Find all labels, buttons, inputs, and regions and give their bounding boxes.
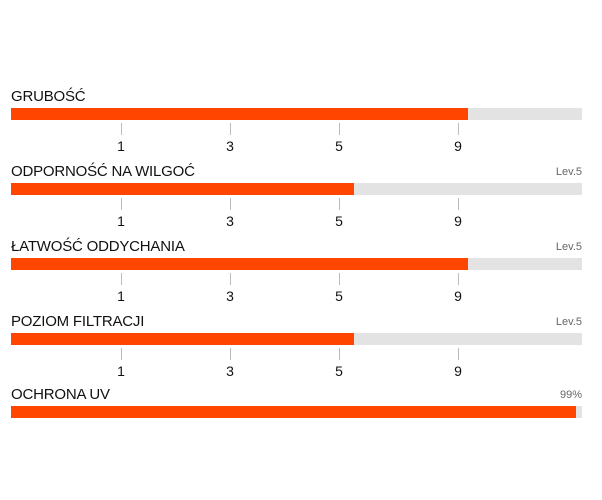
scale-tick (339, 348, 340, 360)
progress-track (11, 183, 582, 195)
scale-tick (230, 273, 231, 285)
metric-label: ODPORNOŚĆ NA WILGOĆ (11, 163, 195, 180)
scale-label: 9 (454, 213, 462, 229)
scale-label: 3 (226, 288, 234, 304)
scale-tick (339, 273, 340, 285)
progress-fill (11, 108, 468, 120)
scale-label: 1 (117, 138, 125, 154)
progress-track (11, 333, 582, 345)
progress-fill (11, 183, 354, 195)
scale-tick (458, 348, 459, 360)
scale-label: 1 (117, 213, 125, 229)
progress-track (11, 108, 582, 120)
progress-track (11, 258, 582, 270)
scale: 1 3 5 9 (0, 348, 602, 386)
scale-tick (121, 348, 122, 360)
scale-label: 5 (335, 363, 343, 379)
scale-tick (230, 198, 231, 210)
scale-tick (230, 123, 231, 135)
metric-level: 99% (559, 389, 582, 401)
metric-level: Lev.5 (555, 166, 582, 178)
progress-fill (11, 333, 354, 345)
scale-label: 5 (335, 288, 343, 304)
scale-label: 1 (117, 363, 125, 379)
scale-label: 5 (335, 138, 343, 154)
scale-label: 3 (226, 213, 234, 229)
scale-label: 3 (226, 138, 234, 154)
metric-label: ŁATWOŚĆ ODDYCHANIA (11, 238, 185, 255)
scale-tick (458, 123, 459, 135)
scale-tick (339, 198, 340, 210)
metric-label: POZIOM FILTRACJI (11, 313, 145, 330)
scale: 1 3 5 9 (0, 273, 602, 311)
metric-level: Lev.5 (555, 316, 582, 328)
scale-tick (121, 198, 122, 210)
metric-label: OCHRONA UV (11, 386, 110, 403)
progress-fill (11, 258, 468, 270)
scale-tick (230, 348, 231, 360)
scale-tick (121, 123, 122, 135)
scale-label: 1 (117, 288, 125, 304)
progress-track (11, 406, 582, 418)
metric-label: GRUBOŚĆ (11, 88, 86, 105)
metric-level: Lev.5 (555, 241, 582, 253)
scale: 1 3 5 9 (0, 198, 602, 236)
scale-label: 9 (454, 288, 462, 304)
scale-tick (121, 273, 122, 285)
scale-tick (339, 123, 340, 135)
scale-label: 3 (226, 363, 234, 379)
scale: 1 3 5 9 (0, 123, 602, 161)
scale-label: 5 (335, 213, 343, 229)
progress-fill (11, 406, 577, 418)
scale-tick (458, 273, 459, 285)
scale-tick (458, 198, 459, 210)
scale-label: 9 (454, 363, 462, 379)
scale-label: 9 (454, 138, 462, 154)
